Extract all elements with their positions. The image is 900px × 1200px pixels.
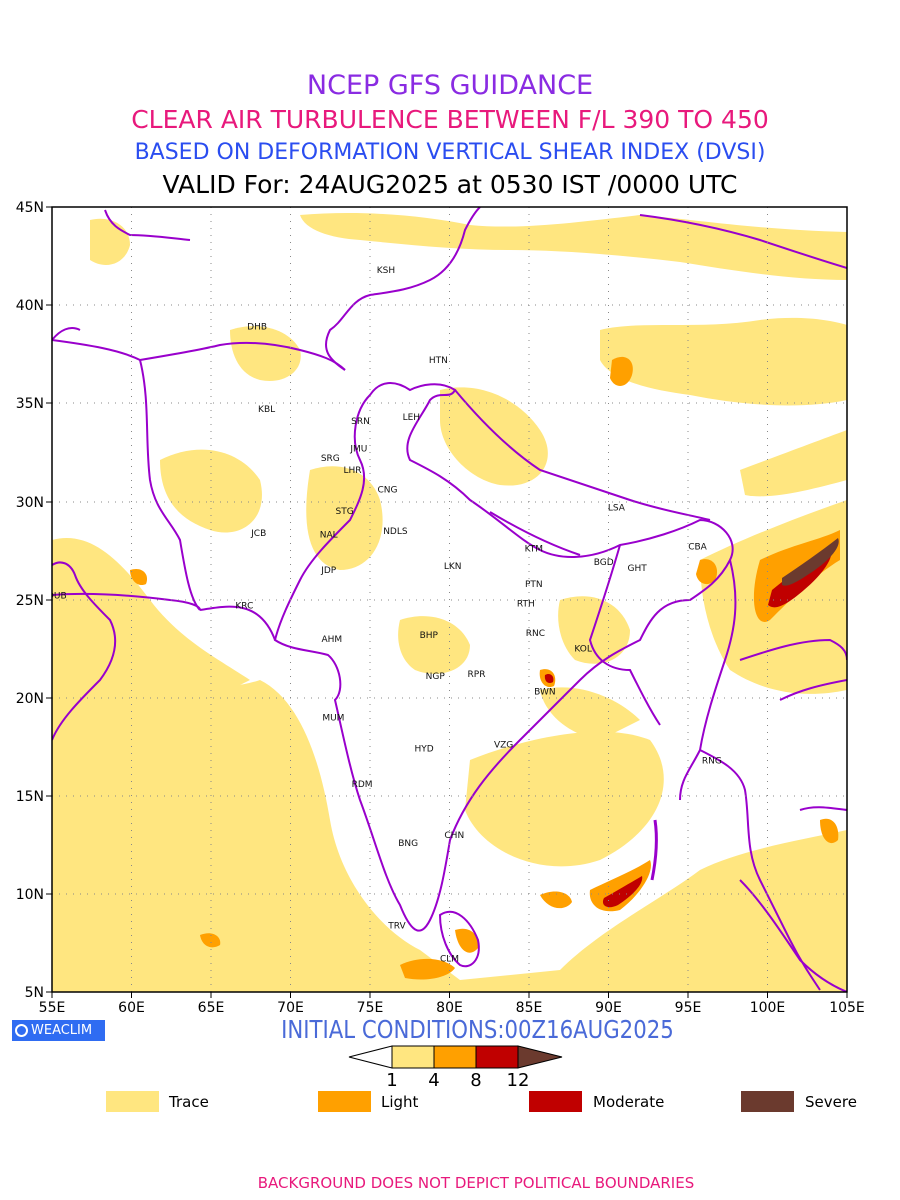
station-label-dhb: DHB <box>247 323 267 333</box>
lon-label: 70E <box>277 1000 304 1016</box>
lon-label: 65E <box>198 1000 225 1016</box>
station-label-ksh: KSH <box>377 266 395 276</box>
station-label-hyd: HYD <box>414 745 433 755</box>
legend-label-severe: Severe <box>805 1093 857 1111</box>
colorbar-high-arrow <box>517 1045 563 1069</box>
colorbar-tick: 1 <box>386 1070 398 1091</box>
title-line-3: BASED ON DEFORMATION VERTICAL SHEAR INDE… <box>134 140 766 165</box>
station-label-htn: HTN <box>429 356 448 366</box>
title-line-2: CLEAR AIR TURBULENCE BETWEEN F/L 390 TO … <box>131 105 769 134</box>
station-label-lhr: LHR <box>343 466 361 476</box>
graticule <box>52 207 847 992</box>
logo-globe-icon <box>15 1024 28 1037</box>
legend-swatch-severe <box>741 1091 794 1112</box>
station-label-rth: RTH <box>517 599 535 609</box>
colorbar-light <box>433 1045 477 1069</box>
lat-label: 10N <box>16 887 44 903</box>
station-label-ght: GHT <box>627 564 647 574</box>
station-label-leh: LEH <box>403 413 420 423</box>
station-label-jmu: JMU <box>349 444 367 454</box>
legend-label-trace: Trace <box>169 1093 209 1111</box>
valid-time: VALID For: 24AUG2025 at 0530 IST /0000 U… <box>162 170 738 199</box>
station-label-jdp: JDP <box>320 566 337 576</box>
station-label-bhp: BHP <box>420 631 439 641</box>
weaclim-logo: WEACLIM <box>12 1020 105 1041</box>
lat-label: 40N <box>16 298 44 314</box>
title-line-1: NCEP GFS GUIDANCE <box>306 70 594 101</box>
lon-label: 105E <box>829 1000 865 1016</box>
colorbar <box>348 1045 563 1069</box>
lon-label: 55E <box>39 1000 66 1016</box>
station-label-trv: TRV <box>387 921 406 931</box>
lat-label: 25N <box>16 593 44 609</box>
legend-swatch-trace <box>106 1091 159 1112</box>
trace-areas <box>52 213 847 992</box>
station-label-jcb: JCB <box>250 529 266 539</box>
lon-label: 90E <box>595 1000 622 1016</box>
station-label-lkn: LKN <box>444 562 462 572</box>
axis-ticks <box>46 206 848 998</box>
station-label-kol: KOL <box>574 645 592 655</box>
station-label-rpr: RPR <box>468 670 486 680</box>
lat-label: 15N <box>16 789 44 805</box>
lon-label: 85E <box>516 1000 543 1016</box>
lon-label: 95E <box>675 1000 702 1016</box>
disclaimer: BACKGROUND DOES NOT DEPICT POLITICAL BOU… <box>257 1174 695 1192</box>
lon-label: 75E <box>357 1000 384 1016</box>
colorbar-moderate <box>475 1045 519 1069</box>
station-label-nal: NAL <box>320 531 338 541</box>
station-label-rnc: RNC <box>526 629 545 639</box>
station-label-bwn: BWN <box>534 688 556 698</box>
legend-swatch-moderate <box>529 1091 582 1112</box>
station-label-ngp: NGP <box>426 672 446 682</box>
station-label-rdm: RDM <box>352 780 373 790</box>
severe-areas <box>782 538 839 586</box>
lon-label: 60E <box>118 1000 145 1016</box>
colorbar-trace <box>391 1045 435 1069</box>
colorbar-tick: 8 <box>470 1070 482 1091</box>
station-label-mum: MUM <box>322 713 344 723</box>
lat-label: 30N <box>16 495 44 511</box>
lon-label: 100E <box>750 1000 786 1016</box>
latitude-labels: 45N 40N 35N 30N 25N 20N 15N 10N 5N <box>16 200 44 1001</box>
legend-label-light: Light <box>381 1093 419 1111</box>
station-label-krc: KRC <box>235 601 253 611</box>
station-label-ahm: AHM <box>321 635 342 645</box>
station-label-cba: CBA <box>688 543 707 553</box>
station-label-lsa: LSA <box>608 503 626 513</box>
longitude-labels: 55E 60E 65E 70E 75E 80E 85E 90E 95E 100E… <box>39 1000 865 1016</box>
colorbar-tick: 4 <box>428 1070 440 1091</box>
station-label-srg: SRG <box>321 454 340 464</box>
station-label-srn: SRN <box>351 417 370 427</box>
station-label-dub: DUB <box>47 592 67 602</box>
lat-label: 5N <box>25 985 44 1001</box>
station-label-ptn: PTN <box>525 580 543 590</box>
lat-label: 35N <box>16 396 44 412</box>
boundary-lines <box>52 207 847 992</box>
lon-label: 80E <box>436 1000 463 1016</box>
station-label-chn: CHN <box>444 831 464 841</box>
station-label-stg: STG <box>336 507 354 517</box>
station-label-clm: CLM <box>440 955 459 965</box>
station-label-bgd: BGD <box>594 558 614 568</box>
station-label-rng: RNG <box>702 756 722 766</box>
station-label-ktm: KTM <box>525 545 543 555</box>
lat-label: 20N <box>16 691 44 707</box>
station-label-ndls: NDLS <box>383 527 408 537</box>
lat-label: 45N <box>16 200 44 216</box>
colorbar-low-arrow <box>348 1045 393 1069</box>
station-label-vzg: VZG <box>494 741 513 751</box>
legend-label-moderate: Moderate <box>593 1093 665 1111</box>
station-label-bng: BNG <box>398 839 418 849</box>
logo-text: WEACLIM <box>31 1023 93 1038</box>
station-label-kbl: KBL <box>258 405 275 415</box>
legend-swatch-light <box>318 1091 371 1112</box>
initial-conditions: INITIAL CONDITIONS:00Z16AUG2025 <box>281 1015 674 1044</box>
station-label-cng: CNG <box>378 486 398 496</box>
colorbar-tick: 12 <box>506 1070 530 1091</box>
